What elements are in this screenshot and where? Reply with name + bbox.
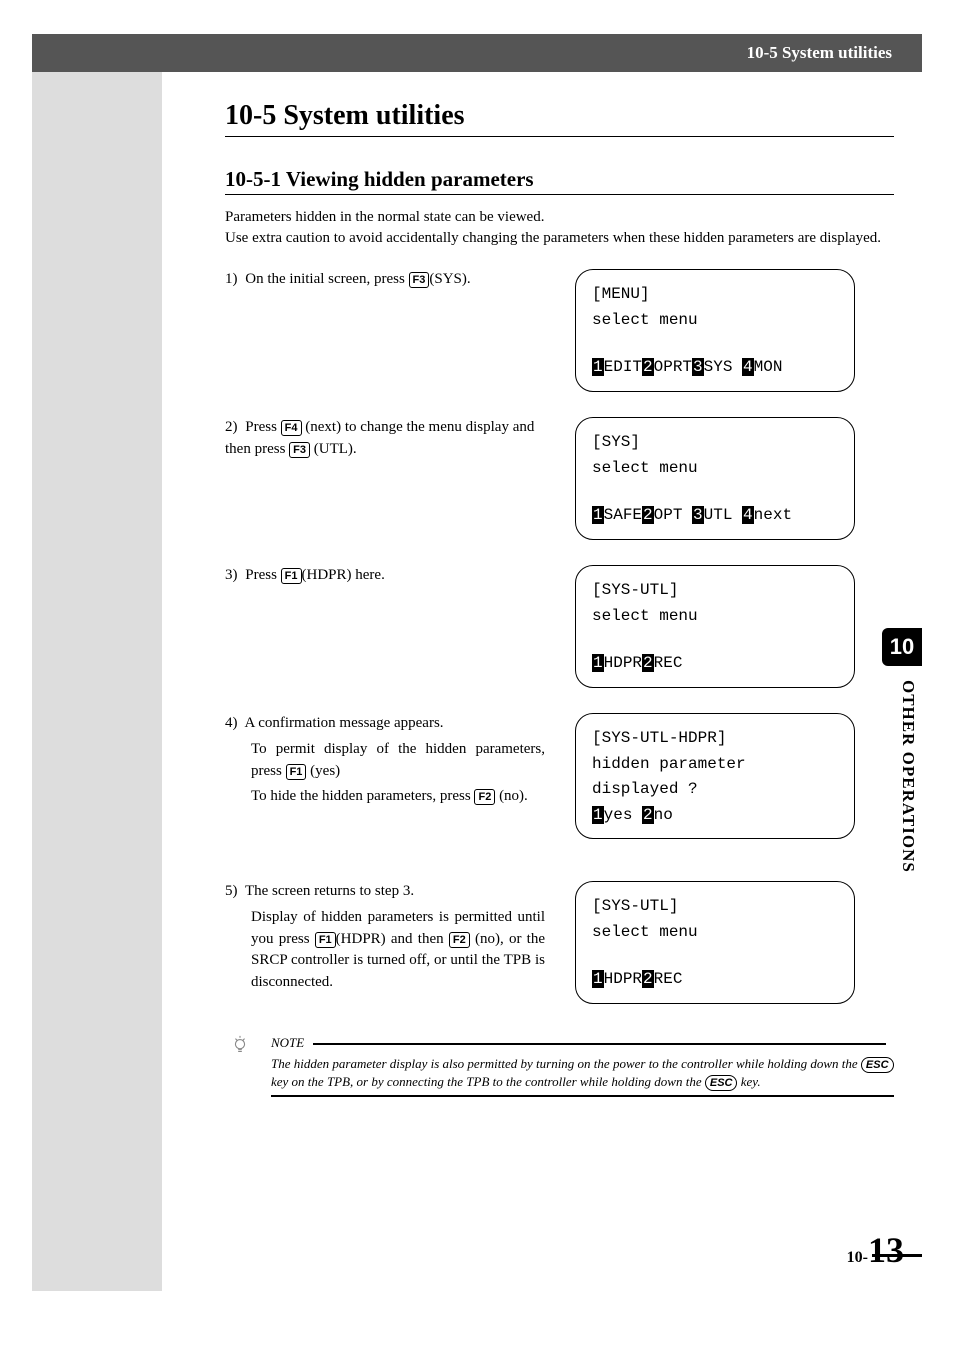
step-1-after: (SYS). [429,271,470,287]
subsection-title: 10-5-1 Viewing hidden parameters [225,167,894,195]
screen-1-line1: select menu [592,308,838,334]
step-5-num: 5) [225,883,238,899]
step-3-after: (HDPR) here. [302,567,385,583]
screen-3: [SYS-UTL] select menu 1HDPR2REC [575,565,855,688]
step-4-b: To permit display of the hidden paramete… [225,739,545,783]
step-3: 3) Press F1(HDPR) here. [SYS-UTL] select… [225,565,894,695]
lightbulb-icon [225,1035,255,1062]
section-title: 10-5 System utilities [225,100,894,137]
key-f3-2: F3 [289,442,310,458]
step-3-before: Press [245,567,280,583]
key-f2-4: F2 [474,789,495,805]
step-4-num: 4) [225,715,238,731]
screen-4-line2: displayed ? [592,777,838,803]
step-3-text: 3) Press F1(HDPR) here. [225,565,545,587]
note-top-rule [313,1043,886,1045]
chapter-number: 10 [890,634,914,660]
step-3-num: 3) [225,567,238,583]
screen-5-menu: 1HDPR2REC [592,967,838,993]
screen-3-title: [SYS-UTL] [592,578,838,604]
step-5-a: The screen returns to step 3. [245,883,414,899]
screen-2-title: [SYS] [592,430,838,456]
screen-1-blank [592,333,838,355]
step-5-b: Display of hidden parameters is permitte… [225,907,545,994]
note-block: NOTE The hidden parameter display is als… [225,1035,894,1097]
screen-1: [MENU] select menu 1EDIT2OPRT3SYS 4MON [575,269,855,392]
screen-5-blank [592,945,838,967]
screen-4-title: [SYS-UTL-HDPR] [592,726,838,752]
step-1-num: 1) [225,271,238,287]
footer-rule [872,1254,922,1257]
step-2-text: 2) Press F4 (next) to change the menu di… [225,417,545,461]
key-f2-5: F2 [449,932,470,948]
content-area: 10-5 System utilities 10-5-1 Viewing hid… [225,100,894,1097]
step-2-before: Press [245,419,280,435]
chapter-label: OTHER OPERATIONS [898,680,918,873]
header-section-ref: 10-5 System utilities [747,43,892,63]
key-f1-4: F1 [286,764,307,780]
step-4-a: A confirmation message appears. [244,715,443,731]
step-5-text: 5) The screen returns to step 3. Display… [225,881,545,994]
left-gray-bar [32,34,162,1291]
header-bar: 10-5 System utilities [32,34,922,72]
screen-2-menu: 1SAFE2OPT 3UTL 4next [592,503,838,529]
step-2-after: (UTL). [310,441,357,457]
screen-3-menu: 1HDPR2REC [592,651,838,677]
screen-2-blank [592,481,838,503]
page-number: 13 [868,1230,904,1270]
note-body: The hidden parameter display is also per… [271,1051,894,1095]
step-4-c: To hide the hidden parameters, press F2 … [225,786,545,808]
note-bottom-rule [271,1095,894,1097]
screen-2: [SYS] select menu 1SAFE2OPT 3UTL 4next [575,417,855,540]
screen-4: [SYS-UTL-HDPR] hidden parameter displaye… [575,713,855,839]
screen-2-line1: select menu [592,456,838,482]
step-2-num: 2) [225,419,238,435]
key-esc-2: ESC [705,1075,738,1091]
chapter-tab: 10 [882,628,922,666]
screen-3-line1: select menu [592,604,838,630]
step-4: 4) A confirmation message appears. To pe… [225,713,894,863]
key-f1-5: F1 [315,932,336,948]
note-label-row: NOTE [271,1035,894,1051]
screen-5-line1: select menu [592,920,838,946]
intro-paragraph: Parameters hidden in the normal state ca… [225,207,894,249]
screen-5-title: [SYS-UTL] [592,894,838,920]
key-f4: F4 [281,420,302,436]
step-2: 2) Press F4 (next) to change the menu di… [225,417,894,547]
step-5: 5) The screen returns to step 3. Display… [225,881,894,1011]
screen-5: [SYS-UTL] select menu 1HDPR2REC [575,881,855,1004]
screen-1-title: [MENU] [592,282,838,308]
screen-3-blank [592,629,838,651]
step-1: 1) On the initial screen, press F3(SYS).… [225,269,894,399]
key-esc-1: ESC [861,1057,894,1073]
screen-1-menu: 1EDIT2OPRT3SYS 4MON [592,355,838,381]
key-f1: F1 [281,568,302,584]
step-1-text: 1) On the initial screen, press F3(SYS). [225,269,545,291]
screen-4-line1: hidden parameter [592,752,838,778]
steps-list: 1) On the initial screen, press F3(SYS).… [225,269,894,1011]
screen-4-menu: 1yes 2no [592,803,838,829]
note-label: NOTE [271,1035,304,1050]
step-1-before: On the initial screen, press [245,271,408,287]
page-footer: 10-13 [847,1229,904,1271]
key-f3: F3 [409,272,430,288]
page-prefix: 10- [847,1249,868,1266]
step-4-text: 4) A confirmation message appears. To pe… [225,713,545,808]
